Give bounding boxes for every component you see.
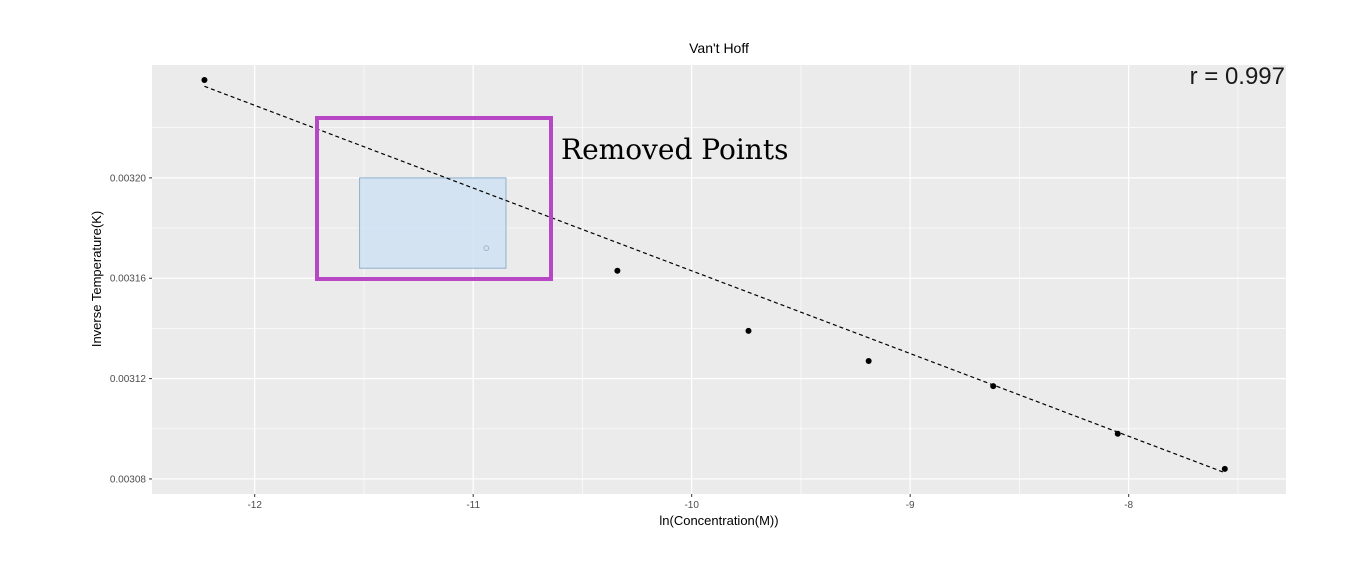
x-axis-label: ln(Concentration(M)) <box>659 513 778 528</box>
data-point <box>614 267 621 274</box>
y-axis-label: Inverse Temperature(K) <box>89 211 104 347</box>
y-tick-label: 0.00308 <box>110 474 147 485</box>
y-tick-label: 0.00312 <box>110 374 147 385</box>
correlation-annotation: r = 0.997 <box>1190 63 1285 90</box>
data-point <box>990 383 997 390</box>
y-tick-label: 0.00316 <box>110 274 147 285</box>
x-tick-label: -12 <box>247 500 262 511</box>
data-point <box>201 77 208 84</box>
x-tick-label: -9 <box>906 500 915 511</box>
data-point <box>745 327 752 334</box>
data-point <box>865 358 872 365</box>
x-tick-label: -11 <box>466 500 480 511</box>
removed-points-label: Removed Points <box>561 133 788 166</box>
x-tick-label: -10 <box>684 500 699 511</box>
chart-title: Van't Hoff <box>689 40 749 56</box>
y-tick-label: 0.00320 <box>110 173 147 184</box>
data-point <box>1221 465 1228 472</box>
callout-frame <box>315 116 553 281</box>
x-tick-label: -8 <box>1124 500 1133 511</box>
removed-points-region <box>359 177 507 269</box>
removed-data-point <box>483 245 490 252</box>
data-point <box>1114 430 1121 437</box>
